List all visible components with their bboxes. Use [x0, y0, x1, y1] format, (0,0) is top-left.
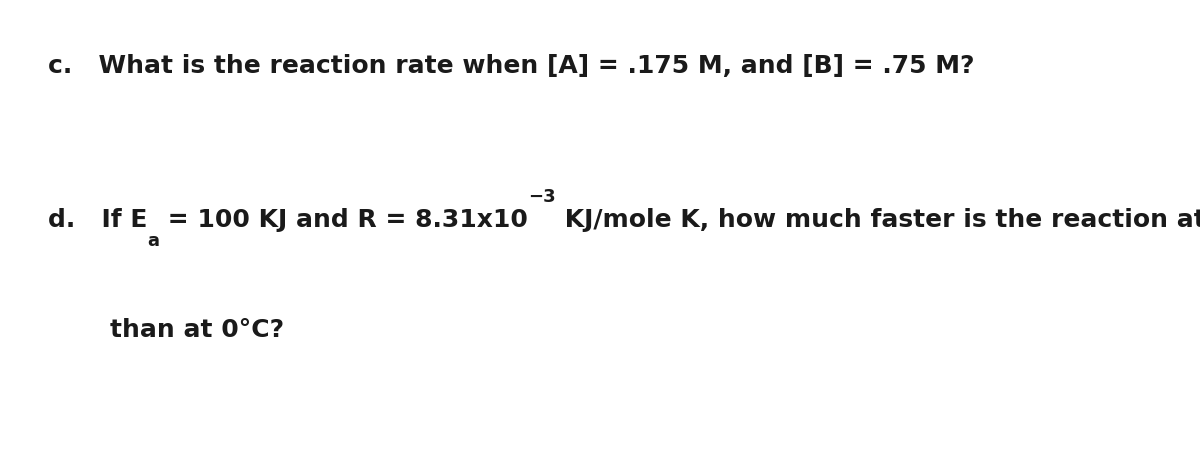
Text: c.   What is the reaction rate when [A] = .175 M, and [B] = .75 M?: c. What is the reaction rate when [A] = … — [48, 54, 974, 79]
Text: = 100 KJ and R = 8.31x10: = 100 KJ and R = 8.31x10 — [160, 208, 528, 232]
Text: than at 0°C?: than at 0°C? — [110, 318, 284, 342]
Text: KJ/mole K, how much faster is the reaction at 60°C: KJ/mole K, how much faster is the reacti… — [556, 208, 1200, 232]
Text: a: a — [148, 232, 160, 250]
Text: −3: −3 — [528, 188, 556, 206]
Text: d.   If E: d. If E — [48, 208, 148, 232]
